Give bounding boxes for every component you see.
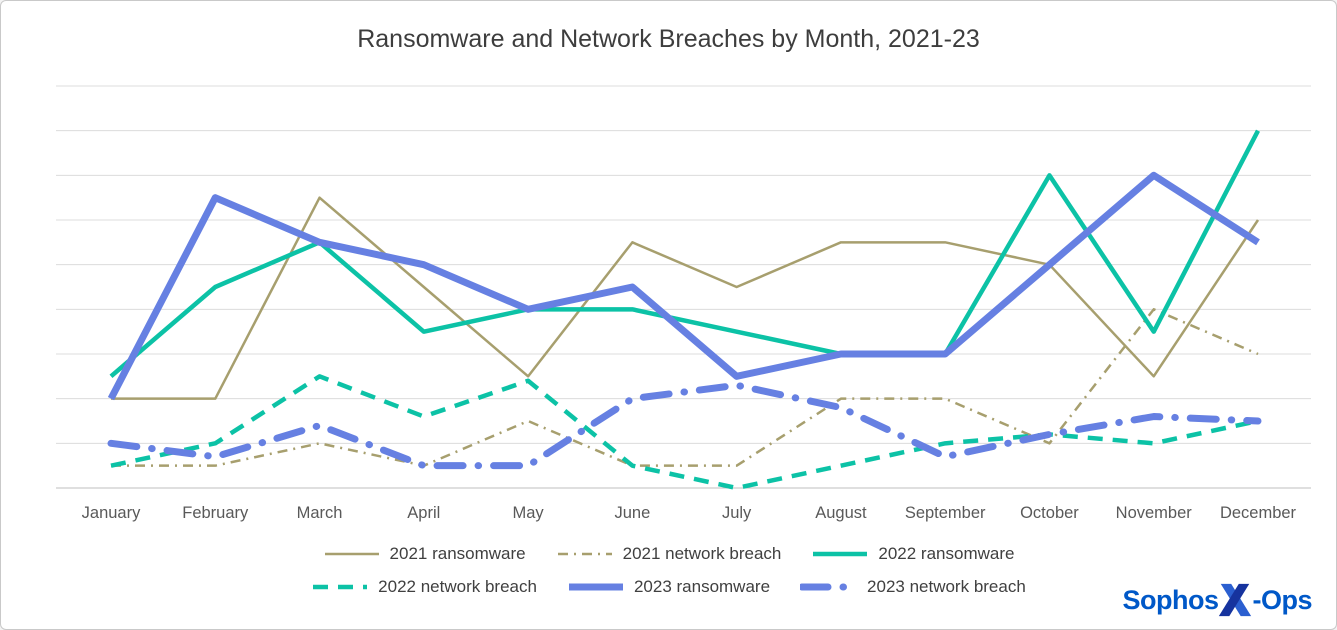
legend-item-2022-ransomware: 2022 ransomware (811, 544, 1014, 564)
legend-item-2021-ransomware: 2021 ransomware (323, 544, 526, 564)
legend-item-2023-network-breach: 2023 network breach (800, 577, 1026, 597)
x-tick-label: June (614, 504, 650, 522)
legend-line-sample-2022-ransomware (813, 551, 868, 557)
series-line-2023-network-breach (107, 381, 1262, 470)
x-tick-label: April (407, 504, 440, 522)
x-tick-label: August (815, 504, 867, 522)
logo-brand-text: Sophos (1122, 584, 1219, 615)
legend-row-2: 2022 network breach 2023 ransomware 2023… (311, 577, 1026, 597)
legend-label: 2023 ransomware (633, 577, 771, 596)
logo-x-icon (1219, 583, 1252, 617)
x-tick-label: January (82, 504, 141, 522)
legend-label: 2022 network breach (378, 577, 537, 596)
chart-title: Ransomware and Network Breaches by Month… (357, 25, 980, 53)
x-tick-label: July (722, 504, 752, 522)
x-tick-label: May (513, 504, 545, 522)
line-chart-plot-area: January February March April May June July Augu… (56, 85, 1311, 522)
series-line-2023-ransomware (107, 171, 1260, 401)
legend-label: 2022 ransomware (878, 544, 1015, 563)
series-line-2021-network-breach (111, 308, 1259, 467)
legend-line-sample-2021-ransomware (324, 552, 379, 556)
legend-item-2023-ransomware: 2023 ransomware (567, 577, 770, 597)
legend-label: 2021 network breach (622, 544, 782, 563)
x-tick-label: September (905, 504, 986, 522)
x-tick-label: December (1220, 504, 1297, 522)
legend-line-sample-2021-network-breach (557, 552, 612, 556)
legend-label: 2021 ransomware (389, 544, 526, 563)
legend-label: 2023 network breach (867, 577, 1026, 596)
x-tick-label: November (1116, 504, 1193, 522)
logo-suffix-text: -Ops (1252, 584, 1312, 615)
series-line-2022-ransomware (109, 129, 1260, 379)
legend-row-1: 2021 ransomware 2021 network breach 2022… (323, 544, 1014, 564)
legend-item-2021-network-breach: 2021 network breach (556, 544, 782, 564)
x-tick-label: October (1020, 504, 1079, 522)
x-tick-label: February (182, 504, 249, 522)
legend-line-sample-2023-network-breach (800, 583, 859, 591)
chart-legend: 2021 ransomware 2021 network breach 2022… (1, 544, 1336, 597)
legend-line-sample-2023-ransomware (568, 583, 623, 591)
legend-line-sample-2022-network-breach (313, 584, 368, 590)
legend-item-2022-network-breach: 2022 network breach (311, 577, 537, 597)
sophos-x-ops-logo: Sophos -Ops (1122, 581, 1312, 619)
x-tick-label: March (297, 504, 343, 522)
series-line-2022-network-breach (110, 374, 1259, 491)
